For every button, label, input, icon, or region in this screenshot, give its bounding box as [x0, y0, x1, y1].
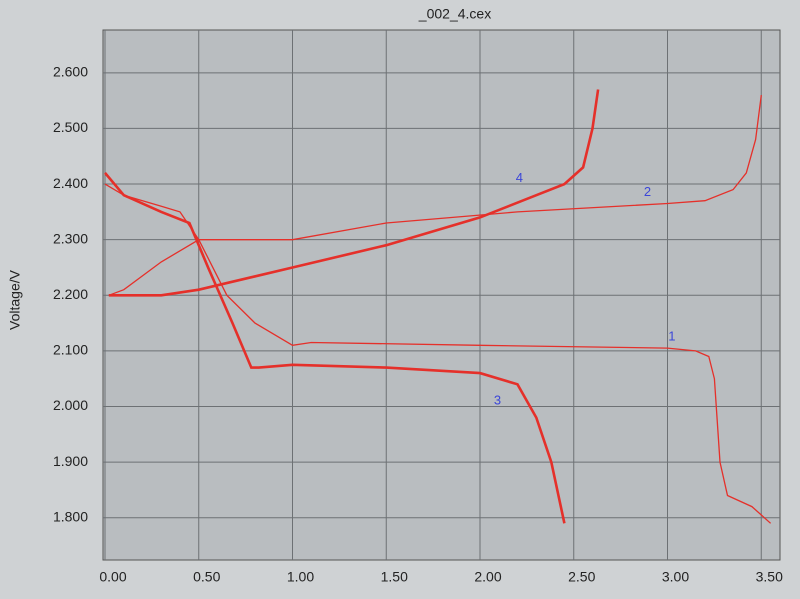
y-tick-label: 1.900	[53, 453, 88, 469]
x-tick-label: 1.50	[381, 569, 408, 585]
y-tick-label: 2.400	[53, 175, 88, 191]
x-tick-label: 1.00	[287, 569, 314, 585]
curve-label: 4	[516, 170, 523, 185]
y-tick-label: 1.800	[53, 508, 88, 524]
y-tick-label: 2.600	[53, 64, 88, 80]
curve-label: 1	[668, 328, 675, 343]
x-tick-label: 0.00	[99, 569, 126, 585]
x-tick-label: 2.00	[474, 569, 501, 585]
y-tick-label: 2.000	[53, 397, 88, 413]
voltage-curve	[104, 172, 566, 524]
voltage-curve	[108, 89, 600, 297]
x-tick-label: 0.50	[193, 569, 220, 585]
y-tick-label: 2.300	[53, 230, 88, 246]
chart-title: _002_4.cex	[418, 6, 491, 22]
x-tick-label: 3.50	[756, 569, 783, 585]
curve-label: 2	[644, 184, 651, 199]
voltage-curve	[108, 95, 762, 296]
y-tick-label: 2.200	[53, 286, 88, 302]
voltage-curve	[104, 183, 772, 524]
y-axis-label: Voltage/V	[7, 269, 23, 330]
curve-label: 3	[494, 392, 501, 407]
y-tick-label: 2.500	[53, 119, 88, 135]
x-tick-label: 2.50	[568, 569, 595, 585]
x-tick-label: 3.00	[662, 569, 689, 585]
y-tick-label: 2.100	[53, 342, 88, 358]
